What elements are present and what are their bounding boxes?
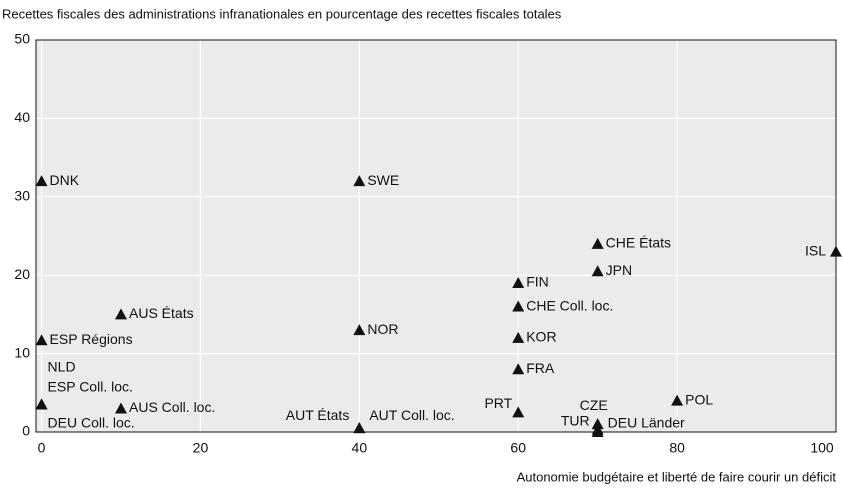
point-label: DEU Länder — [608, 415, 685, 431]
point-label: CZE — [580, 397, 608, 413]
y-tick-label: 40 — [14, 109, 30, 125]
x-tick-label: 0 — [38, 440, 46, 456]
point-label: KOR — [526, 329, 556, 345]
plot-frame — [35, 39, 837, 433]
y-tick-label: 10 — [14, 344, 30, 360]
marker — [115, 308, 128, 320]
y-tick-label: 50 — [14, 31, 30, 47]
marker — [830, 245, 842, 257]
point-label: DNK — [50, 172, 80, 188]
point-label: FIN — [526, 274, 549, 290]
point-label: ESP Régions — [50, 331, 133, 347]
point-label: AUT Coll. loc. — [369, 407, 454, 423]
x-tick-label: 80 — [669, 440, 685, 456]
marker — [35, 334, 48, 346]
point-label: PRT — [484, 395, 512, 411]
marker — [35, 398, 48, 410]
point-label: AUS Coll. loc. — [129, 399, 215, 415]
x-tick-label: 20 — [193, 440, 209, 456]
marker — [512, 406, 525, 418]
x-axis-label: Autonomie budgétaire et liberté de faire… — [517, 469, 837, 484]
x-tick-label: 100 — [810, 440, 834, 456]
marker — [115, 402, 128, 414]
point-label: JPN — [606, 262, 632, 278]
point-label: CHE Coll. loc. — [526, 297, 613, 313]
point-label: FRA — [526, 360, 555, 376]
y-tick-label: 30 — [14, 188, 30, 204]
marker — [591, 237, 604, 249]
point-label: ESP Coll. loc. — [48, 378, 133, 394]
point-label: AUT États — [286, 407, 350, 423]
marker — [35, 175, 48, 187]
point-label: TUR — [561, 412, 590, 428]
point-label: SWE — [367, 172, 399, 188]
point-label: POL — [685, 391, 713, 407]
marker — [512, 300, 525, 312]
plot-area — [36, 40, 836, 432]
marker — [353, 422, 366, 434]
marker — [512, 363, 525, 375]
point-label: NLD — [48, 358, 76, 374]
y-tick-label: 0 — [22, 423, 30, 439]
marker — [512, 277, 525, 289]
point-label: CHE États — [606, 235, 671, 251]
marker — [591, 265, 604, 277]
marker — [671, 394, 684, 406]
point-label: DEU Coll. loc. — [48, 414, 135, 430]
marker — [353, 175, 366, 187]
marker — [353, 324, 366, 336]
point-label: NOR — [367, 321, 398, 337]
x-tick-label: 60 — [510, 440, 526, 456]
marker — [512, 331, 525, 343]
y-tick-label: 20 — [14, 266, 30, 282]
point-label: ISL — [805, 242, 826, 258]
point-label: AUS États — [129, 305, 194, 321]
marker — [591, 426, 604, 437]
x-tick-label: 40 — [352, 440, 368, 456]
chart-title: Recettes fiscales des administrations in… — [2, 6, 562, 21]
